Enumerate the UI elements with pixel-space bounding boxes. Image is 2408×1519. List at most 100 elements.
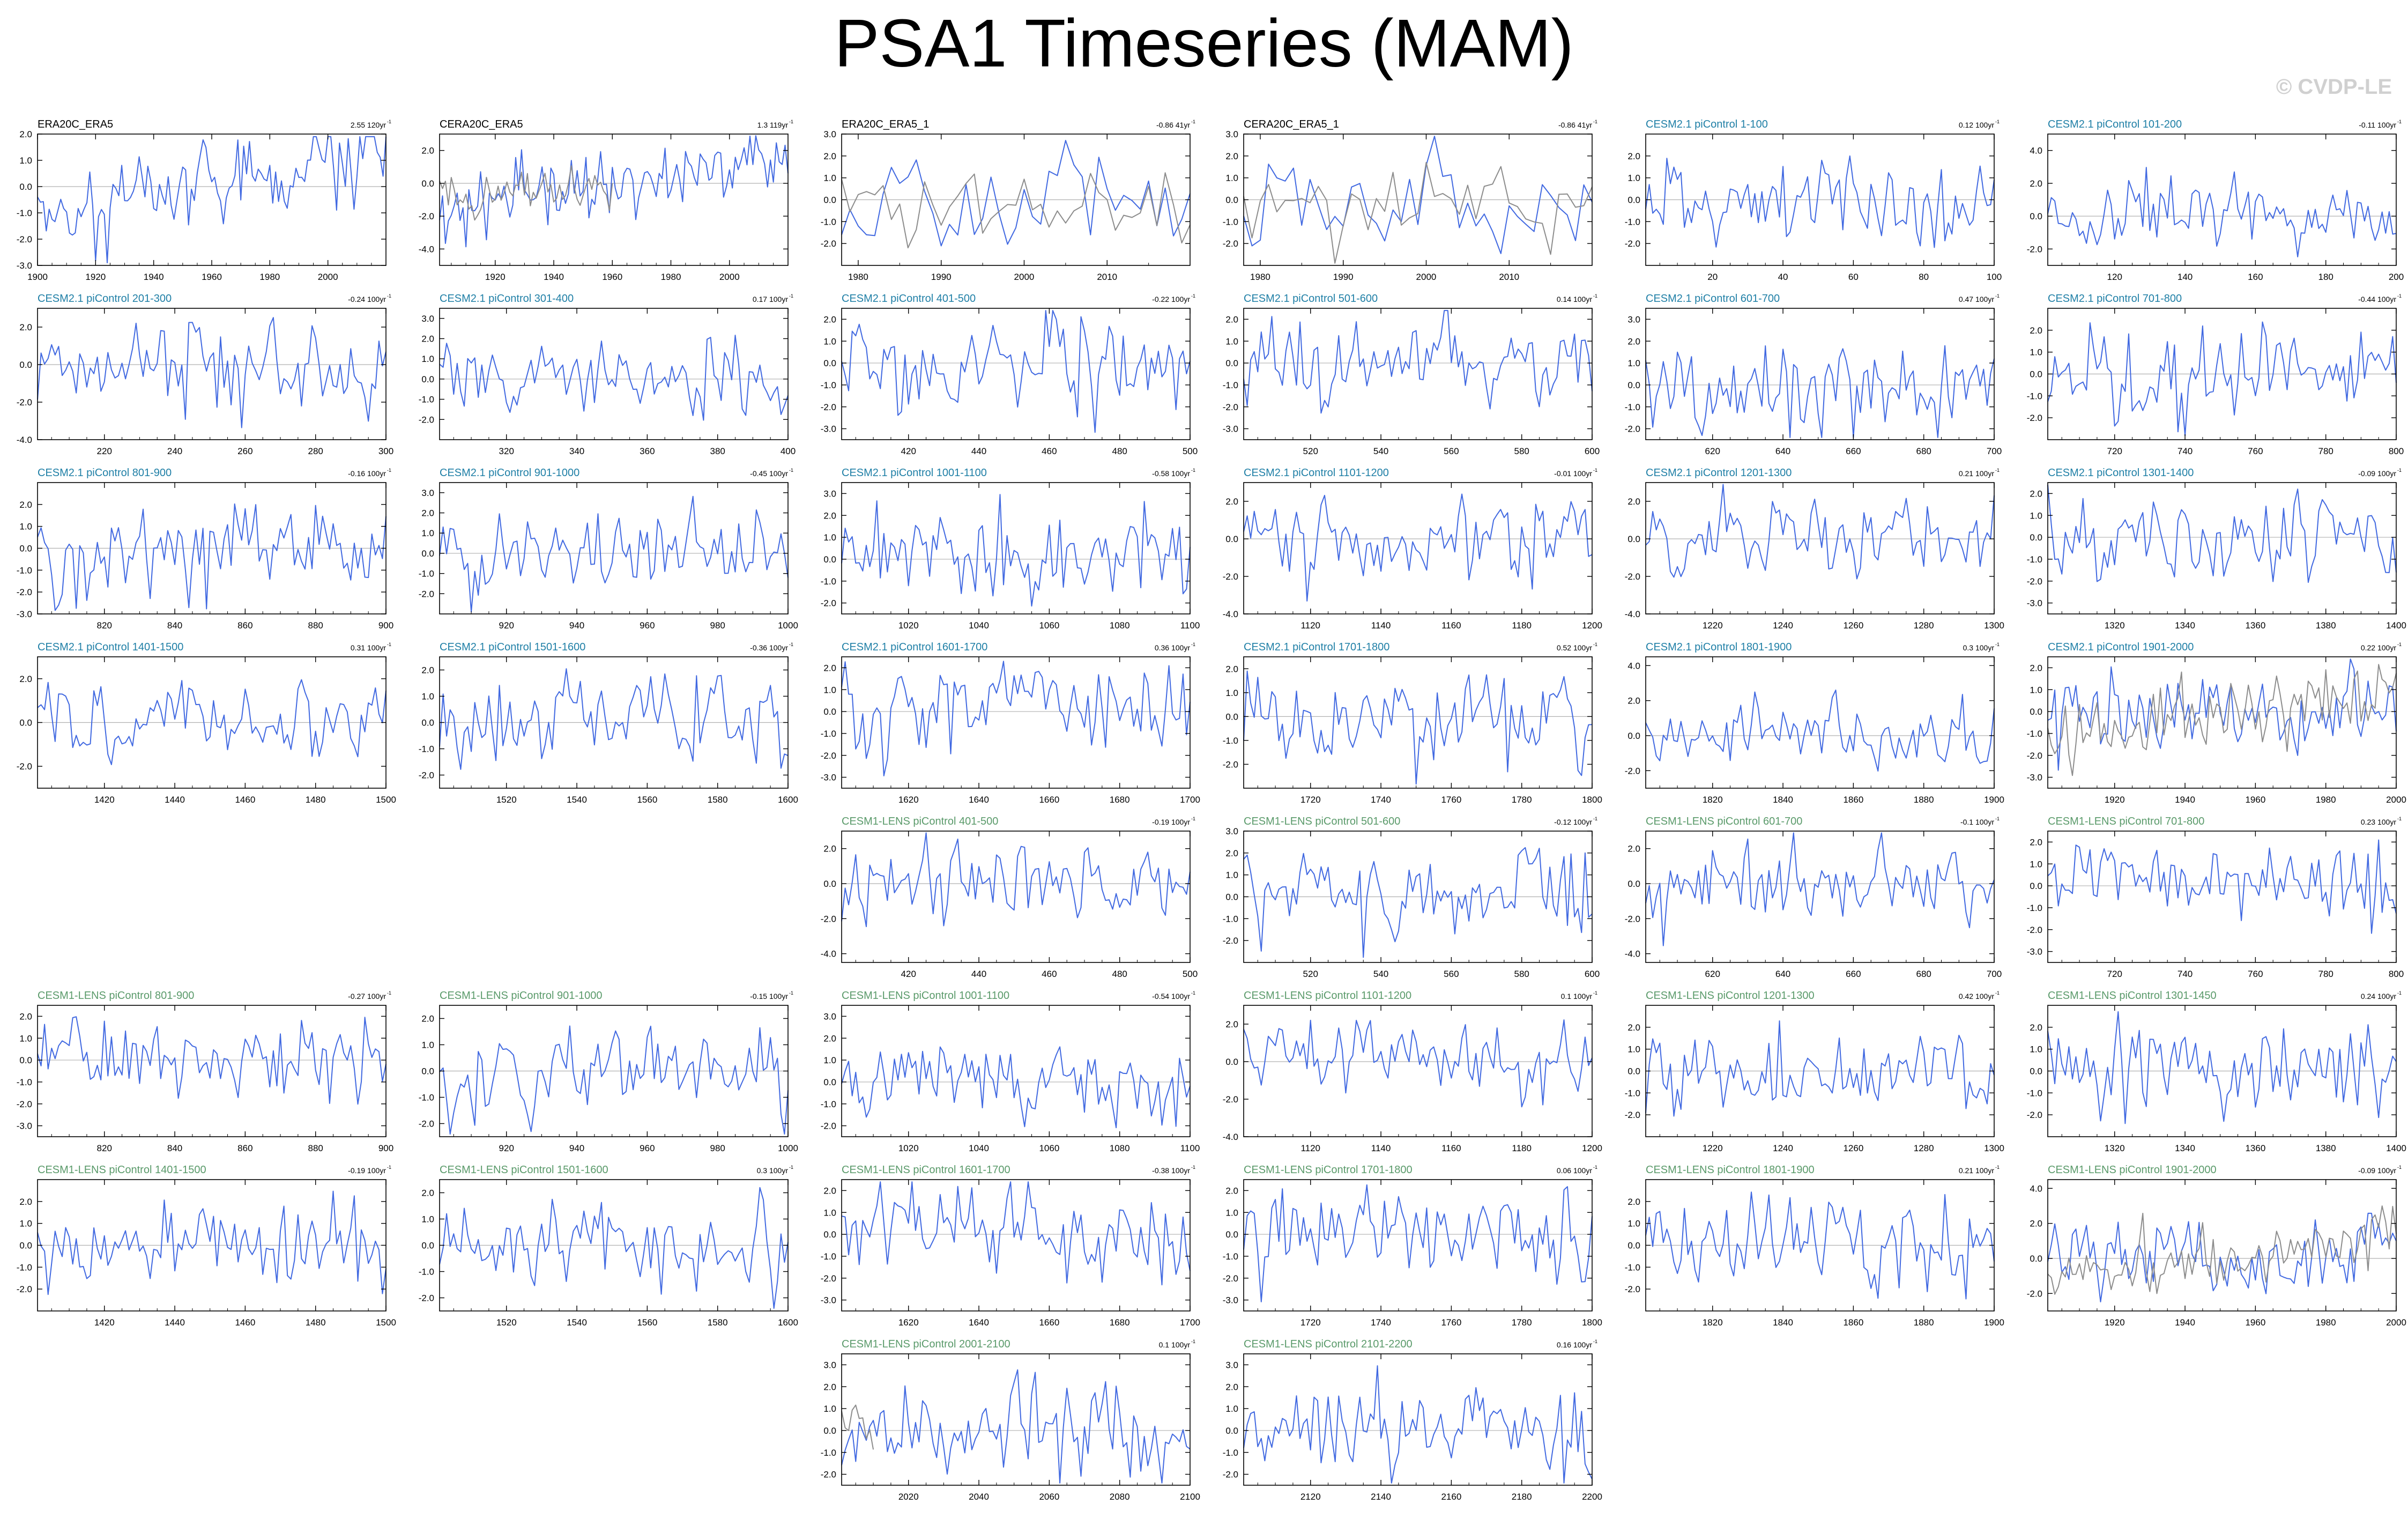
- panel-title: CESM2.1 piControl 601-700: [1646, 293, 1780, 305]
- series-line-model: [1243, 136, 1593, 254]
- series-line-model: [37, 1190, 387, 1295]
- x-tick-label: 1120: [1300, 1143, 1320, 1153]
- y-tick-label: 0.0: [2030, 369, 2042, 380]
- trend-label: -0.19 100yr: [348, 1166, 386, 1175]
- y-tick-label: 2.0: [2030, 325, 2042, 336]
- x-tick-label: 1980: [1250, 272, 1270, 282]
- y-tick-label: 2.0: [1225, 664, 1238, 674]
- copyright-watermark: © CVDP-LE: [2276, 75, 2392, 99]
- trend-label: -0.58 100yr: [1152, 469, 1190, 478]
- y-tick-label: 1.0: [2030, 510, 2042, 521]
- x-tick-label: 920: [499, 1143, 514, 1153]
- timeseries-panel: CESM2.1 piControl 801-900 -0.16 100yr -1 -3…: [17, 467, 393, 631]
- trend-exponent: -1: [1191, 642, 1195, 647]
- trend-label: -0.45 100yr: [750, 469, 788, 478]
- panel-title: CESM1-LENS piControl 1301-1450: [2048, 990, 2217, 1002]
- y-tick-label: 1.0: [823, 685, 836, 695]
- y-tick-label: 0.0: [1225, 712, 1238, 722]
- plot-frame: [841, 1353, 1191, 1486]
- x-tick-label: 520: [1303, 446, 1318, 456]
- timeseries-panel: CESM2.1 piControl 401-500 -0.22 100yr -1 -3…: [821, 293, 1198, 456]
- x-tick-label: 740: [2177, 969, 2193, 979]
- y-tick-label: -2.0: [2027, 751, 2042, 761]
- y-tick-label: -2.0: [419, 211, 434, 221]
- trend-exponent: -1: [387, 293, 391, 299]
- y-tick-label: -2.0: [1223, 239, 1238, 249]
- x-tick-label: 120: [2107, 272, 2122, 282]
- trend-label: -0.36 100yr: [750, 643, 788, 652]
- trend-label: 0.23 100yr: [2361, 818, 2396, 826]
- y-tick-label: 1.0: [1225, 870, 1238, 880]
- x-tick-label: 420: [901, 446, 916, 456]
- y-tick-label: -3.0: [2027, 947, 2042, 957]
- panel-title: CESM2.1 piControl 1-100: [1646, 118, 1768, 130]
- y-tick-label: -1.0: [1223, 1448, 1238, 1458]
- y-tick-label: 1.0: [421, 528, 434, 538]
- y-tick-label: 1.0: [421, 354, 434, 364]
- y-tick-label: 2.0: [823, 1185, 836, 1196]
- timeseries-panel: CESM2.1 piControl 701-800 -0.44 100yr -1 -2…: [2027, 293, 2404, 456]
- x-tick-label: 560: [1444, 969, 1459, 979]
- timeseries-panel: CESM1-LENS piControl 601-700 -0.1 100yr -1…: [1625, 816, 2002, 979]
- y-tick-label: 0.0: [19, 360, 32, 370]
- panel-title: CESM1-LENS piControl 601-700: [1646, 816, 1802, 827]
- x-tick-label: 1020: [898, 620, 919, 631]
- y-tick-label: -2.0: [419, 414, 434, 425]
- y-tick-label: -4.0: [821, 949, 836, 959]
- trend-exponent: -1: [2397, 642, 2402, 647]
- y-tick-label: 0.0: [823, 707, 836, 717]
- y-tick-label: 2.0: [1225, 1382, 1238, 1392]
- plot-frame: [841, 482, 1191, 614]
- series-line-observed: [1243, 162, 1593, 264]
- trend-exponent: -1: [2397, 816, 2402, 821]
- x-tick-label: 840: [167, 620, 182, 631]
- y-tick-label: 0.0: [19, 1055, 32, 1065]
- x-tick-label: 1820: [1703, 795, 1723, 805]
- x-tick-label: 2000: [2386, 795, 2406, 805]
- x-tick-label: 1380: [2316, 1143, 2336, 1153]
- panel-title: CESM1-LENS piControl 401-500: [842, 816, 998, 827]
- y-tick-label: -1.0: [1625, 217, 1640, 227]
- y-tick-label: 2.0: [823, 1033, 836, 1043]
- trend-exponent: -1: [1191, 1165, 1195, 1170]
- y-tick-label: -3.0: [1223, 424, 1238, 434]
- x-tick-label: 1480: [306, 1317, 326, 1328]
- trend-exponent: -1: [789, 642, 793, 647]
- trend-exponent: -1: [1593, 642, 1597, 647]
- y-tick-label: 4.0: [1627, 661, 1640, 671]
- plot-frame: [1243, 1179, 1593, 1311]
- x-tick-label: 1220: [1703, 620, 1723, 631]
- plot-frame: [2047, 134, 2397, 266]
- trend-label: 0.12 100yr: [1959, 121, 1994, 129]
- x-tick-label: 80: [1919, 272, 1929, 282]
- y-tick-label: 2.0: [1225, 314, 1238, 324]
- y-tick-label: -1.0: [17, 208, 32, 218]
- x-tick-label: 1960: [602, 272, 622, 282]
- y-tick-label: 3.0: [421, 488, 434, 498]
- x-tick-label: 60: [1848, 272, 1859, 282]
- x-tick-label: 580: [1514, 969, 1529, 979]
- x-tick-label: 1880: [1914, 1317, 1934, 1328]
- series-line-model: [37, 136, 387, 264]
- x-tick-label: 1500: [376, 795, 396, 805]
- panel-title: CESM1-LENS piControl 1901-2000: [2048, 1164, 2217, 1176]
- trend-label: -0.86 41yr: [1558, 121, 1592, 129]
- y-tick-label: -2.0: [1625, 914, 1640, 924]
- y-tick-label: 2.0: [421, 1188, 434, 1198]
- timeseries-panel: CESM2.1 piControl 1-100 0.12 100yr -1 -2.0 -…: [1625, 118, 2002, 282]
- y-tick-label: -4.0: [1223, 1132, 1238, 1142]
- y-tick-label: -2.0: [821, 402, 836, 412]
- panel-title: ERA20C_ERA5_1: [842, 118, 929, 130]
- x-tick-label: 860: [237, 620, 252, 631]
- y-tick-label: 2.0: [19, 1011, 32, 1021]
- y-tick-label: 1.0: [823, 336, 836, 346]
- x-tick-label: 940: [569, 620, 584, 631]
- x-tick-label: 540: [1373, 446, 1388, 456]
- y-tick-label: -3.0: [821, 1295, 836, 1306]
- y-tick-label: 1.0: [1225, 688, 1238, 698]
- y-tick-label: -1.0: [2027, 554, 2042, 565]
- x-tick-label: 2000: [1416, 272, 1437, 282]
- series-line-model: [439, 668, 789, 770]
- series-line-model: [2047, 839, 2397, 934]
- x-tick-label: 1600: [778, 1317, 798, 1328]
